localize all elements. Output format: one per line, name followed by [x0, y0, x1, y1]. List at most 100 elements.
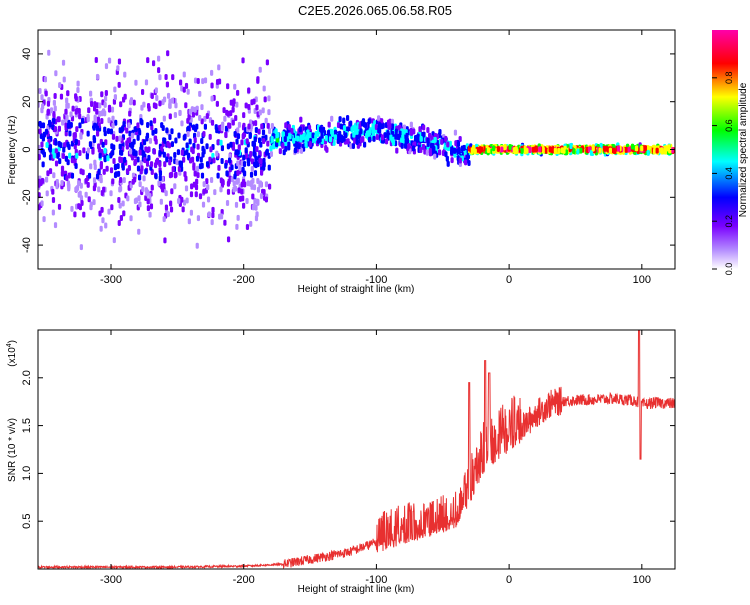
spectrogram-cell	[426, 126, 430, 133]
spectrogram-cell	[43, 76, 48, 83]
spectrogram-cell	[492, 145, 496, 152]
spectrogram-cell	[419, 135, 423, 142]
spectrogram-cell	[93, 122, 97, 129]
spectrogram-cell	[196, 143, 200, 150]
spectrogram-cell	[290, 128, 294, 135]
spectrogram-cell	[196, 215, 201, 222]
spectrogram-cell	[284, 122, 288, 129]
spectrogram-cell	[553, 147, 557, 154]
spectrogram-cell	[258, 109, 262, 116]
spectrogram-cell	[54, 160, 59, 167]
spectrogram-cell	[209, 146, 213, 153]
spectrogram-cell	[123, 71, 127, 78]
spectrogram-cell	[166, 211, 170, 218]
spectrogram-cell	[44, 90, 48, 97]
spectrogram-cell	[183, 171, 187, 178]
spectrogram-cell	[120, 149, 124, 156]
spectrogram-cell	[151, 60, 156, 67]
spectrogram-cell	[65, 97, 69, 104]
spectrogram-cell	[242, 160, 247, 167]
spectrogram-cell	[416, 133, 420, 140]
spectrogram-cell	[103, 147, 107, 154]
spectrogram-cell	[116, 65, 120, 72]
spectrogram-cell	[419, 147, 423, 154]
spectrogram-cell	[143, 157, 147, 164]
spectrogram-cell	[198, 114, 202, 121]
snr-multiplier-base: (x10	[7, 347, 18, 367]
spectrogram-cell	[59, 142, 63, 149]
spectrogram-cell	[162, 115, 166, 122]
spectrogram-cell	[224, 162, 228, 169]
spectrogram-cell	[234, 201, 239, 208]
colorbar: 0.0 0.2 0.4 0.6 0.8 Normalized spectral ampl…	[712, 30, 749, 275]
spectrogram-cell	[38, 192, 41, 199]
spectrogram-cell	[118, 143, 122, 150]
spectrogram-cell	[616, 145, 621, 152]
spectrogram-cell	[355, 128, 359, 135]
spectrogram-cell	[395, 147, 399, 154]
spectrogram-cell	[193, 106, 197, 113]
spectrogram-cell	[275, 132, 279, 139]
spectrogram-cell	[236, 214, 240, 221]
spectrogram-cell	[160, 145, 164, 152]
spectrogram-cell	[351, 142, 356, 149]
spectrogram-cell	[267, 183, 272, 190]
spectrogram-cell	[266, 140, 270, 147]
spectrogram-cell	[262, 164, 266, 171]
spectrogram-cell	[670, 147, 674, 154]
spectrogram-cell	[142, 139, 147, 146]
spectrogram-cell	[129, 97, 134, 104]
spectrogram-cell	[293, 147, 298, 154]
spectrogram-cell	[92, 137, 97, 144]
spectrogram-cell	[71, 105, 75, 112]
spectrogram-cells	[38, 49, 675, 251]
spectrogram-cell	[267, 109, 271, 116]
spectrogram-cell	[569, 143, 573, 150]
spectrogram-cell	[359, 128, 363, 135]
spectrogram-cell	[496, 146, 500, 153]
spectrogram-cell	[112, 158, 116, 165]
spectrogram-cell	[93, 117, 98, 124]
spectrogram-cell	[200, 118, 204, 125]
spectrogram-cell	[192, 181, 196, 188]
spectrogram-cell	[219, 177, 223, 184]
spectrogram-cell	[196, 131, 200, 138]
spectrogram-cell	[242, 202, 246, 209]
spectrogram-cell	[151, 129, 155, 136]
spectrogram-cell	[307, 124, 312, 131]
spectrogram-cell	[413, 134, 418, 141]
spectrogram-cell	[107, 117, 111, 124]
spectrogram-cell	[265, 59, 269, 66]
spectrogram-cell	[203, 115, 207, 122]
spectrogram-cell	[53, 105, 57, 112]
spectrogram-cell	[210, 82, 214, 89]
spectrogram-cell	[94, 57, 98, 64]
spectrogram-cell	[198, 193, 203, 200]
spectrogram-x-tick-label: 100	[633, 274, 651, 286]
spectrogram-cell	[82, 147, 86, 154]
spectrogram-cell	[166, 92, 171, 99]
spectrogram-cell	[236, 177, 240, 184]
spectrogram-cell	[252, 203, 256, 210]
spectrogram-cell	[205, 112, 209, 119]
spectrogram-cell	[235, 101, 239, 108]
spectrogram-cell	[150, 184, 154, 191]
spectrogram-cell	[608, 147, 612, 154]
spectrogram-cell	[630, 143, 635, 150]
spectrogram-y-tick-label: 20	[21, 96, 33, 108]
spectrogram-cell	[182, 71, 186, 78]
spectrogram-cell	[85, 153, 89, 160]
spectrogram-cell	[141, 89, 145, 96]
spectrogram-cell	[177, 132, 181, 139]
spectrogram-cell	[253, 197, 257, 204]
spectrogram-cell	[591, 145, 595, 152]
spectrogram-cell	[69, 111, 73, 118]
spectrogram-cell	[78, 122, 82, 129]
spectrogram-cell	[55, 179, 59, 186]
spectrogram-cell	[236, 133, 241, 140]
spectrogram-cell	[109, 128, 113, 135]
spectrogram-ylabel: Frequency (Hz)	[7, 116, 18, 185]
spectrogram-cell	[220, 125, 224, 132]
spectrogram-cell	[377, 121, 382, 128]
